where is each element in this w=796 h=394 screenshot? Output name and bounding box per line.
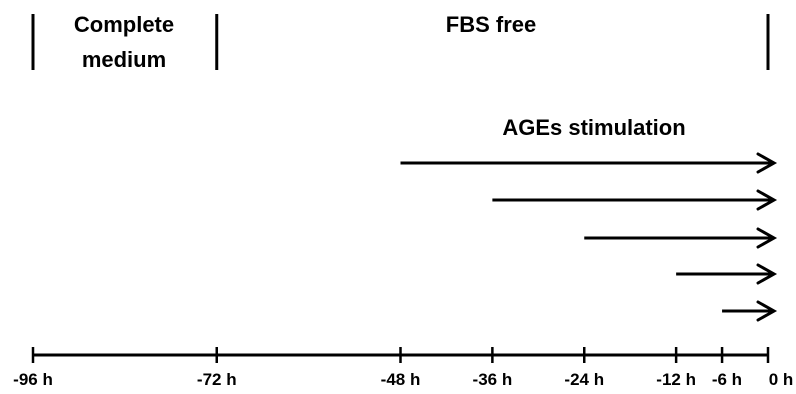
arrow-head <box>756 227 778 249</box>
phase-label-complete-medium-line2: medium <box>82 47 166 72</box>
stimulation-arrows <box>400 152 778 322</box>
time-axis: -96 h -72 h -48 h -36 h -24 h -12 h -6 h 0 h <box>13 347 793 389</box>
stimulation-arrow <box>584 227 778 249</box>
arrow-head <box>756 300 778 322</box>
axis-tick-label: -72 h <box>197 370 237 389</box>
stimulation-arrow <box>400 152 778 174</box>
axis-tick-label: -36 h <box>473 370 513 389</box>
axis-tick-label: 0 h <box>769 370 794 389</box>
axis-tick-label: -48 h <box>381 370 421 389</box>
phase-label-complete-medium-line1: Complete <box>74 12 174 37</box>
axis-tick-label: -6 h <box>712 370 742 389</box>
stimulation-label: AGEs stimulation <box>502 115 685 140</box>
stimulation-arrow <box>676 263 778 285</box>
stimulation-arrow <box>722 300 778 322</box>
stimulation-arrow <box>492 189 778 211</box>
arrow-head <box>756 189 778 211</box>
arrow-head <box>756 152 778 174</box>
axis-tick-label: -24 h <box>564 370 604 389</box>
phase-label-fbs-free: FBS free <box>446 12 536 37</box>
arrow-head <box>756 263 778 285</box>
axis-tick-label: -12 h <box>656 370 696 389</box>
axis-tick-label: -96 h <box>13 370 53 389</box>
phase-boundaries <box>31 14 770 70</box>
